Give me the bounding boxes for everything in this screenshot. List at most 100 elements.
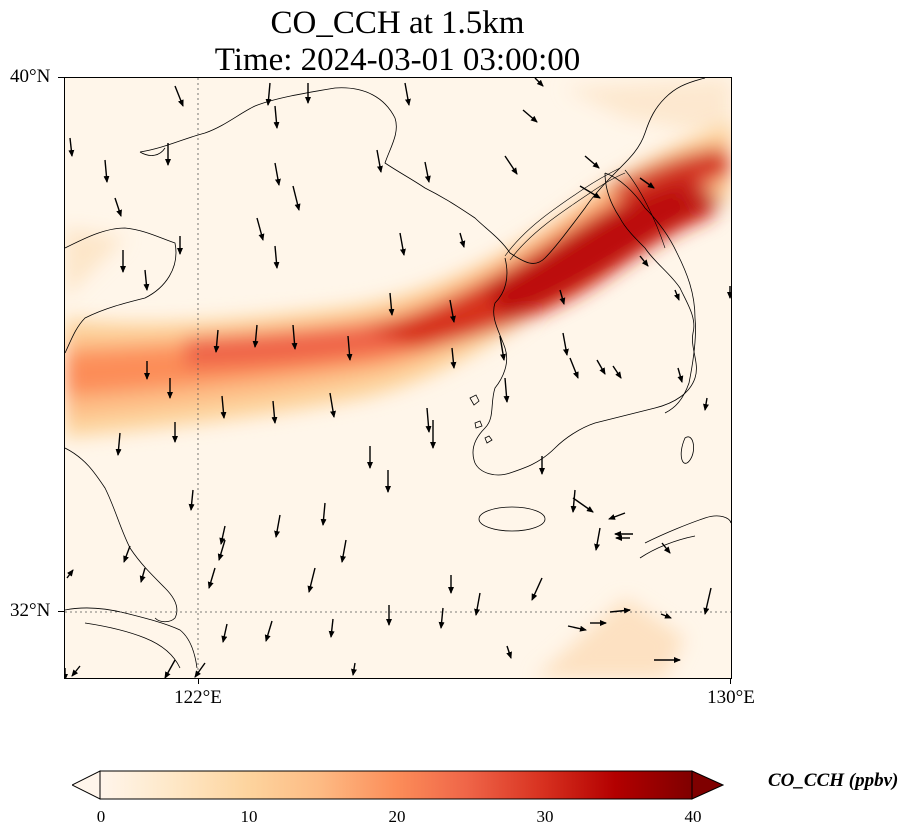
wind-arrow (596, 359, 606, 375)
wind-arrow (499, 335, 506, 361)
map-panel (64, 77, 732, 679)
wind-arrow (459, 232, 466, 248)
colorbar (72, 770, 724, 800)
wind-arrow (174, 85, 184, 107)
wind-arrow (217, 539, 226, 561)
wind-arrow (71, 665, 81, 677)
wind-arrow (703, 587, 712, 615)
wind-arrow (207, 567, 216, 589)
colorbar-gradient (99, 770, 693, 800)
wind-arrow (273, 105, 280, 129)
wind-arrow (252, 324, 259, 348)
colorbar-tick-10: 10 (240, 807, 258, 826)
wind-arrow (376, 149, 383, 173)
wind-arrow (534, 78, 544, 87)
wind-arrow (274, 162, 281, 186)
wind-arrow (449, 299, 456, 323)
lat-label-40n: 40°N (10, 66, 51, 87)
wind-arrow (522, 109, 538, 123)
wind-arrow (562, 332, 569, 356)
wind-arrow (221, 623, 228, 643)
wind-arrow (139, 567, 146, 583)
wind-arrow (388, 292, 395, 316)
wind-arrow (594, 527, 601, 551)
colorbar-label: CO_CCH (ppbv) (768, 770, 899, 791)
wind-arrow (677, 367, 684, 383)
wind-vectors (65, 78, 731, 678)
colorbar-min-extend (72, 770, 101, 800)
wind-arrow (504, 155, 518, 175)
wind-arrow (68, 137, 75, 157)
wind-arrow (114, 197, 122, 217)
wind-arrow (115, 432, 122, 456)
wind-arrow (506, 645, 512, 659)
wind-arrow (661, 542, 671, 554)
colorbar-tick-30: 30 (536, 807, 554, 826)
wind-arrow (194, 662, 206, 678)
wind-arrow (612, 365, 622, 379)
map-title-line1: CO_CCH at 1.5km (270, 5, 525, 41)
wind-arrow (291, 324, 298, 350)
wind-arrow (579, 185, 601, 199)
wind-arrow (570, 489, 577, 513)
wind-arrow (188, 489, 195, 511)
map-canvas (65, 78, 731, 678)
colorbar-tick-40: 40 (684, 807, 702, 826)
wind-arrow (608, 512, 626, 520)
wind-arrow (569, 357, 579, 379)
wind-arrow (220, 395, 227, 419)
wind-arrow (143, 269, 150, 291)
wind-arrow (256, 217, 265, 241)
wind-arrow (425, 407, 432, 433)
colorbar-max-extend (691, 770, 724, 800)
map-title-line2: Time: 2024-03-01 03:00:00 (214, 42, 581, 78)
gridlines (65, 78, 731, 678)
lon-label-122e: 122°E (174, 687, 222, 708)
wind-arrow (103, 159, 110, 183)
wind-arrow (265, 82, 272, 106)
wind-arrow (399, 232, 406, 256)
colorbar-tick-0: 0 (96, 807, 106, 826)
wind-arrow (609, 607, 631, 614)
wind-arrow (292, 185, 301, 211)
wind-arrow (351, 662, 357, 676)
wind-arrow (264, 620, 273, 642)
wind-arrow (584, 155, 600, 169)
wind-arrow (424, 161, 431, 183)
wind-arrow (320, 502, 327, 526)
background-field (65, 78, 731, 678)
lat-label-32n: 32°N (10, 600, 51, 621)
wind-arrow (474, 592, 481, 616)
wind-arrow (346, 335, 353, 361)
lon-tick-122e (198, 678, 199, 684)
wind-arrow (639, 177, 655, 189)
wind-arrow (273, 245, 280, 269)
colorbar-tick-20: 20 (388, 807, 406, 826)
wind-arrow (329, 392, 336, 418)
wind-arrow (219, 525, 226, 545)
wind-arrow (673, 289, 680, 301)
wind-arrow (503, 377, 510, 403)
co-plume (65, 123, 731, 438)
lat-tick-32n (58, 611, 64, 612)
wind-arrow (274, 514, 281, 538)
wind-arrow (639, 255, 649, 267)
wind-arrow (307, 567, 316, 593)
wind-arrow (404, 82, 411, 106)
wind-arrow (703, 397, 709, 411)
wind-arrow (123, 545, 131, 563)
wind-arrow (531, 577, 543, 601)
wind-arrow (660, 612, 672, 619)
wind-arrow (438, 607, 445, 629)
wind-arrow (450, 347, 457, 369)
wind-arrow (271, 400, 278, 424)
wind-arrow (559, 289, 566, 305)
wind-arrow (164, 659, 176, 678)
wind-arrow (572, 497, 594, 513)
wind-arrow (328, 618, 335, 638)
lon-label-130e: 130°E (707, 687, 755, 708)
lon-tick-130e (730, 678, 731, 684)
lat-tick-40n (58, 77, 64, 78)
wind-arrow (66, 569, 74, 579)
wind-arrow (567, 625, 587, 632)
